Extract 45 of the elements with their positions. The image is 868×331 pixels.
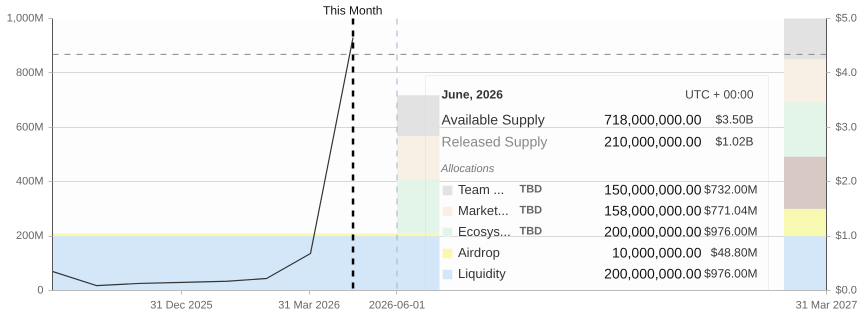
annotation: 200,000,000.00 [604, 224, 702, 240]
annotation: $976.00M [704, 266, 758, 280]
y2-tick-label: $4.0 [836, 66, 857, 79]
annotation: 10,000,000.00 [612, 244, 702, 260]
annotation: TBD [520, 184, 542, 196]
annotation: TBD [520, 226, 542, 238]
y-tick-label: 0 [37, 284, 44, 296]
annotation: 150,000,000.00 [604, 182, 702, 198]
y2-tick-label: $1.0 [836, 230, 857, 242]
annotation: $976.00M [704, 224, 758, 238]
y-tick-label: 800M [16, 66, 44, 79]
x-tick-label: 31 Mar 2027 [796, 300, 858, 312]
annotation: TBD [520, 204, 542, 216]
y2-tick-label: $5.0 [836, 12, 857, 24]
annotation: June, 2026 [442, 88, 504, 102]
y-tick-label: 200M [16, 230, 44, 242]
annotation: 158,000,000.00 [604, 202, 702, 218]
annotation: UTC + 00:00 [685, 88, 754, 102]
annotation: 210,000,000.00 [604, 134, 702, 150]
ref-line-label: This Month [323, 4, 382, 18]
legend-label: Market... [458, 202, 509, 219]
annotation: $48.80M [710, 246, 758, 260]
annotation: 718,000,000.00 [604, 112, 702, 128]
annotation: Released Supply [442, 134, 548, 150]
line-series [52, 36, 354, 286]
y-tick-label: 600M [16, 121, 44, 134]
annotation: $771.04M [704, 204, 758, 218]
y-tick-label: 1,000M [6, 12, 44, 24]
annotation: Available Supply [442, 112, 545, 128]
y-tick-label: 400M [16, 176, 44, 188]
x-tick-label: 31 Mar 2026 [278, 300, 340, 312]
ref-line-label: 2026-06-01 [368, 300, 426, 312]
annotation: $1.02B [715, 134, 754, 148]
annotation: $3.50B [715, 112, 754, 126]
y2-tick-label: $3.0 [836, 121, 857, 134]
annotation: $732.00M [704, 182, 758, 196]
x-tick-label: 31 Dec 2025 [150, 300, 213, 312]
y2-tick-label: $2.0 [836, 176, 857, 188]
legend-label: Liquidity [458, 265, 506, 282]
legend-label: Ecosys... [458, 223, 511, 240]
legend-label: Airdrop [458, 244, 500, 261]
annotation: 200,000,000.00 [604, 266, 702, 282]
y2-tick-label: $0.0 [836, 284, 857, 296]
legend-title: Allocations [441, 163, 496, 175]
legend-label: Team ... [458, 181, 504, 198]
